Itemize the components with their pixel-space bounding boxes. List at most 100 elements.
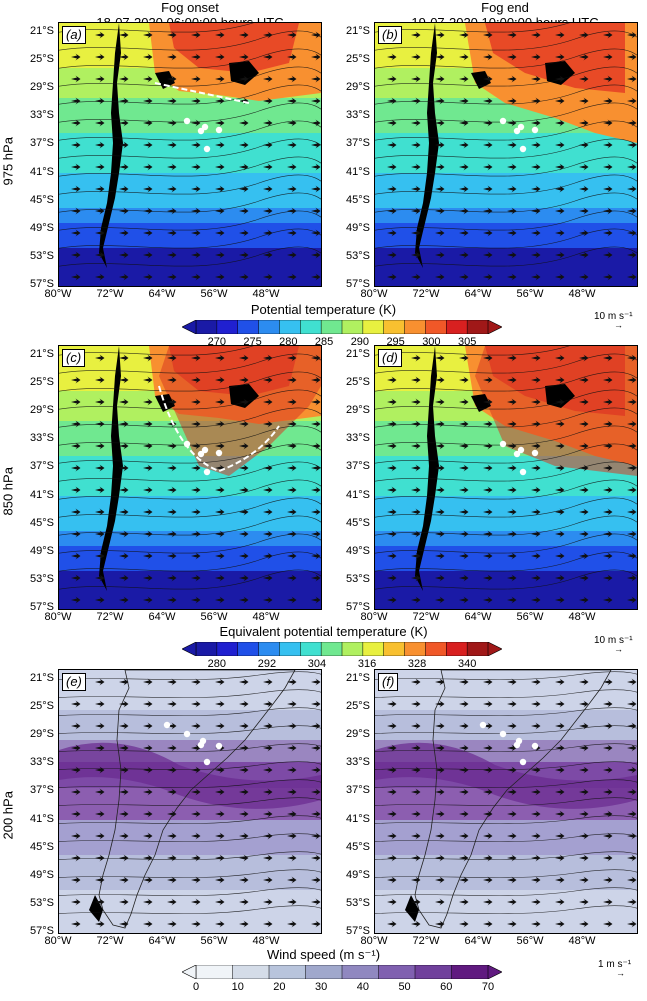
lon-tick: 80°W xyxy=(360,935,388,947)
colorbar-swatch xyxy=(195,642,218,656)
lat-tick: 53°S xyxy=(30,572,54,585)
lat-tick: 41°S xyxy=(30,165,54,178)
lat-tick: 49°S xyxy=(30,544,54,557)
colorbar-swatch xyxy=(362,642,385,656)
lat-tick: 53°S xyxy=(346,896,370,909)
lat-tick: 33°S xyxy=(346,109,370,122)
colorbar-swatch xyxy=(279,642,302,656)
lat-tick: 45°S xyxy=(30,193,54,206)
panel-b: (b) xyxy=(374,22,638,287)
lat-tick: 37°S xyxy=(30,460,54,473)
colorbar-tick-label: 280 xyxy=(279,336,298,348)
lat-tick: 25°S xyxy=(30,700,54,713)
lon-tick: 56°W xyxy=(516,611,544,623)
lon-tick: 64°W xyxy=(148,288,176,300)
colorbar-swatch xyxy=(237,642,260,656)
lat-tick: 57°S xyxy=(30,278,54,290)
lat-tick: 37°S xyxy=(346,784,370,797)
panel-a: (a) xyxy=(58,22,322,287)
lon-tick: 56°W xyxy=(200,288,228,300)
colorbar-tick-label: 30 xyxy=(315,981,328,993)
lat-tick: 49°S xyxy=(346,868,370,881)
lat-tick: 25°S xyxy=(346,700,370,713)
panel-label-a: (a) xyxy=(62,26,86,44)
col-title-right-name: Fog end xyxy=(481,0,529,15)
lat-tick: 41°S xyxy=(346,488,370,501)
colorbar-swatch xyxy=(320,642,343,656)
lat-tick: 41°S xyxy=(346,165,370,178)
lon-tick: 72°W xyxy=(96,935,124,947)
lat-tick: 53°S xyxy=(30,249,54,262)
lon-tick: 80°W xyxy=(44,288,72,300)
colorbar-swatch xyxy=(268,965,307,979)
panel-label-d: (d) xyxy=(378,349,402,367)
lat-tick: 25°S xyxy=(30,376,54,389)
lon-tick: 48°W xyxy=(568,288,596,300)
lon-tick: 72°W xyxy=(412,288,440,300)
lat-tick: 37°S xyxy=(346,460,370,473)
lat-tick: 45°S xyxy=(346,516,370,529)
colorbar-tick-label: 316 xyxy=(357,658,377,670)
lat-tick: 41°S xyxy=(30,488,54,501)
reference-vector-850: 10 m s⁻¹ → xyxy=(594,635,633,654)
lon-tick: 64°W xyxy=(464,935,492,947)
colorbar-tick-label: 300 xyxy=(422,336,441,348)
colorbar-swatch xyxy=(414,965,453,979)
colorbar-swatch xyxy=(279,320,302,334)
colorbar-title-thetae: Equivalent potential temperature (K) xyxy=(219,624,428,639)
lat-tick: 21°S xyxy=(30,348,54,360)
colorbar-tick-label: 280 xyxy=(207,658,227,670)
arrow-right-icon: → xyxy=(616,968,625,978)
lat-tick: 49°S xyxy=(30,868,54,881)
lat-tick: 45°S xyxy=(346,840,370,853)
panel-label-b: (b) xyxy=(378,26,402,44)
colorbar-swatch xyxy=(258,642,281,656)
lat-tick: 33°S xyxy=(346,756,370,769)
colorbar-tick-label: 292 xyxy=(257,658,277,670)
colorbar-swatch xyxy=(237,320,260,334)
colorbar-wind xyxy=(182,965,502,979)
lon-tick: 64°W xyxy=(464,611,492,623)
lon-tick: 48°W xyxy=(252,288,280,300)
lon-tick: 80°W xyxy=(44,935,72,947)
colorbar-tick-label: 60 xyxy=(440,981,453,993)
lat-tick: 45°S xyxy=(346,193,370,206)
lon-tick: 48°W xyxy=(252,935,280,947)
lat-tick: 41°S xyxy=(30,812,54,825)
colorbar-swatch xyxy=(446,642,468,656)
colorbar-theta xyxy=(182,320,502,334)
reference-vector-200: 1 m s⁻¹ → xyxy=(598,959,632,978)
colorbar-title-theta: Potential temperature (K) xyxy=(250,302,397,317)
lat-tick: 33°S xyxy=(30,756,54,769)
lon-tick: 80°W xyxy=(360,288,388,300)
lat-tick: 53°S xyxy=(346,249,370,262)
lat-tick: 53°S xyxy=(346,572,370,585)
colorbar-tick-label: 290 xyxy=(350,336,370,348)
lat-tick: 33°S xyxy=(30,432,54,445)
reference-vector-200-label: 1 m s⁻¹ xyxy=(598,959,632,970)
colorbar-swatch xyxy=(451,965,489,979)
lon-tick: 64°W xyxy=(464,288,492,300)
reference-vector-850-label: 10 m s⁻¹ xyxy=(594,635,633,646)
lat-tick: 37°S xyxy=(30,137,54,150)
colorbar-tick-label: 275 xyxy=(243,336,262,348)
panel-label-e: (e) xyxy=(62,673,86,691)
lat-tick: 29°S xyxy=(346,81,370,94)
colorbar-swatch xyxy=(320,320,343,334)
lat-tick: 21°S xyxy=(30,672,54,684)
lat-tick: 49°S xyxy=(346,544,370,557)
lon-tick: 64°W xyxy=(148,935,176,947)
colorbar-swatch xyxy=(466,642,489,656)
lat-tick: 57°S xyxy=(30,601,54,613)
panel-label-c: (c) xyxy=(62,349,86,367)
lon-tick: 56°W xyxy=(200,611,228,623)
colorbar-tick-label: 40 xyxy=(356,981,369,993)
lat-tick: 41°S xyxy=(346,812,370,825)
colorbar-swatch xyxy=(341,642,364,656)
lon-tick: 72°W xyxy=(412,935,440,947)
colorbar-swatch xyxy=(216,642,239,656)
col-title-left-name: Fog onset xyxy=(161,0,219,15)
panel-d: (d) xyxy=(374,345,638,610)
lat-tick: 49°S xyxy=(346,221,370,234)
lat-tick: 53°S xyxy=(30,896,54,909)
